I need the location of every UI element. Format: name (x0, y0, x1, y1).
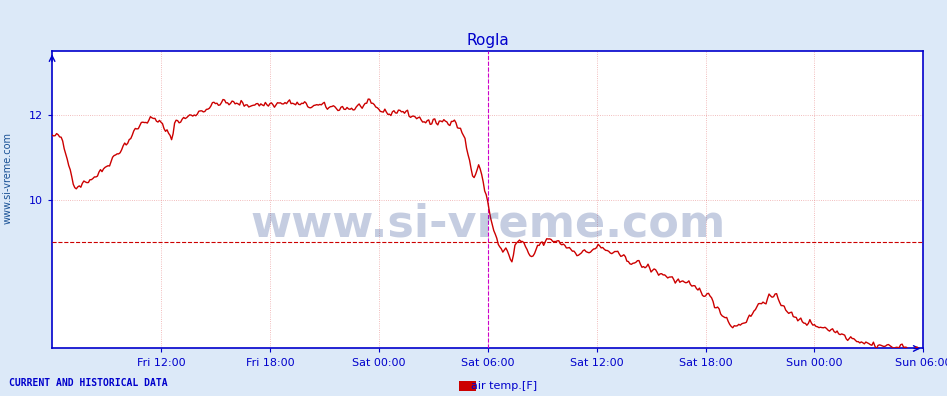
Text: air temp.[F]: air temp.[F] (464, 381, 537, 391)
Text: www.si-vreme.com: www.si-vreme.com (3, 132, 12, 224)
Title: Rogla: Rogla (466, 32, 509, 48)
Text: CURRENT AND HISTORICAL DATA: CURRENT AND HISTORICAL DATA (9, 378, 169, 388)
Text: www.si-vreme.com: www.si-vreme.com (250, 202, 725, 245)
